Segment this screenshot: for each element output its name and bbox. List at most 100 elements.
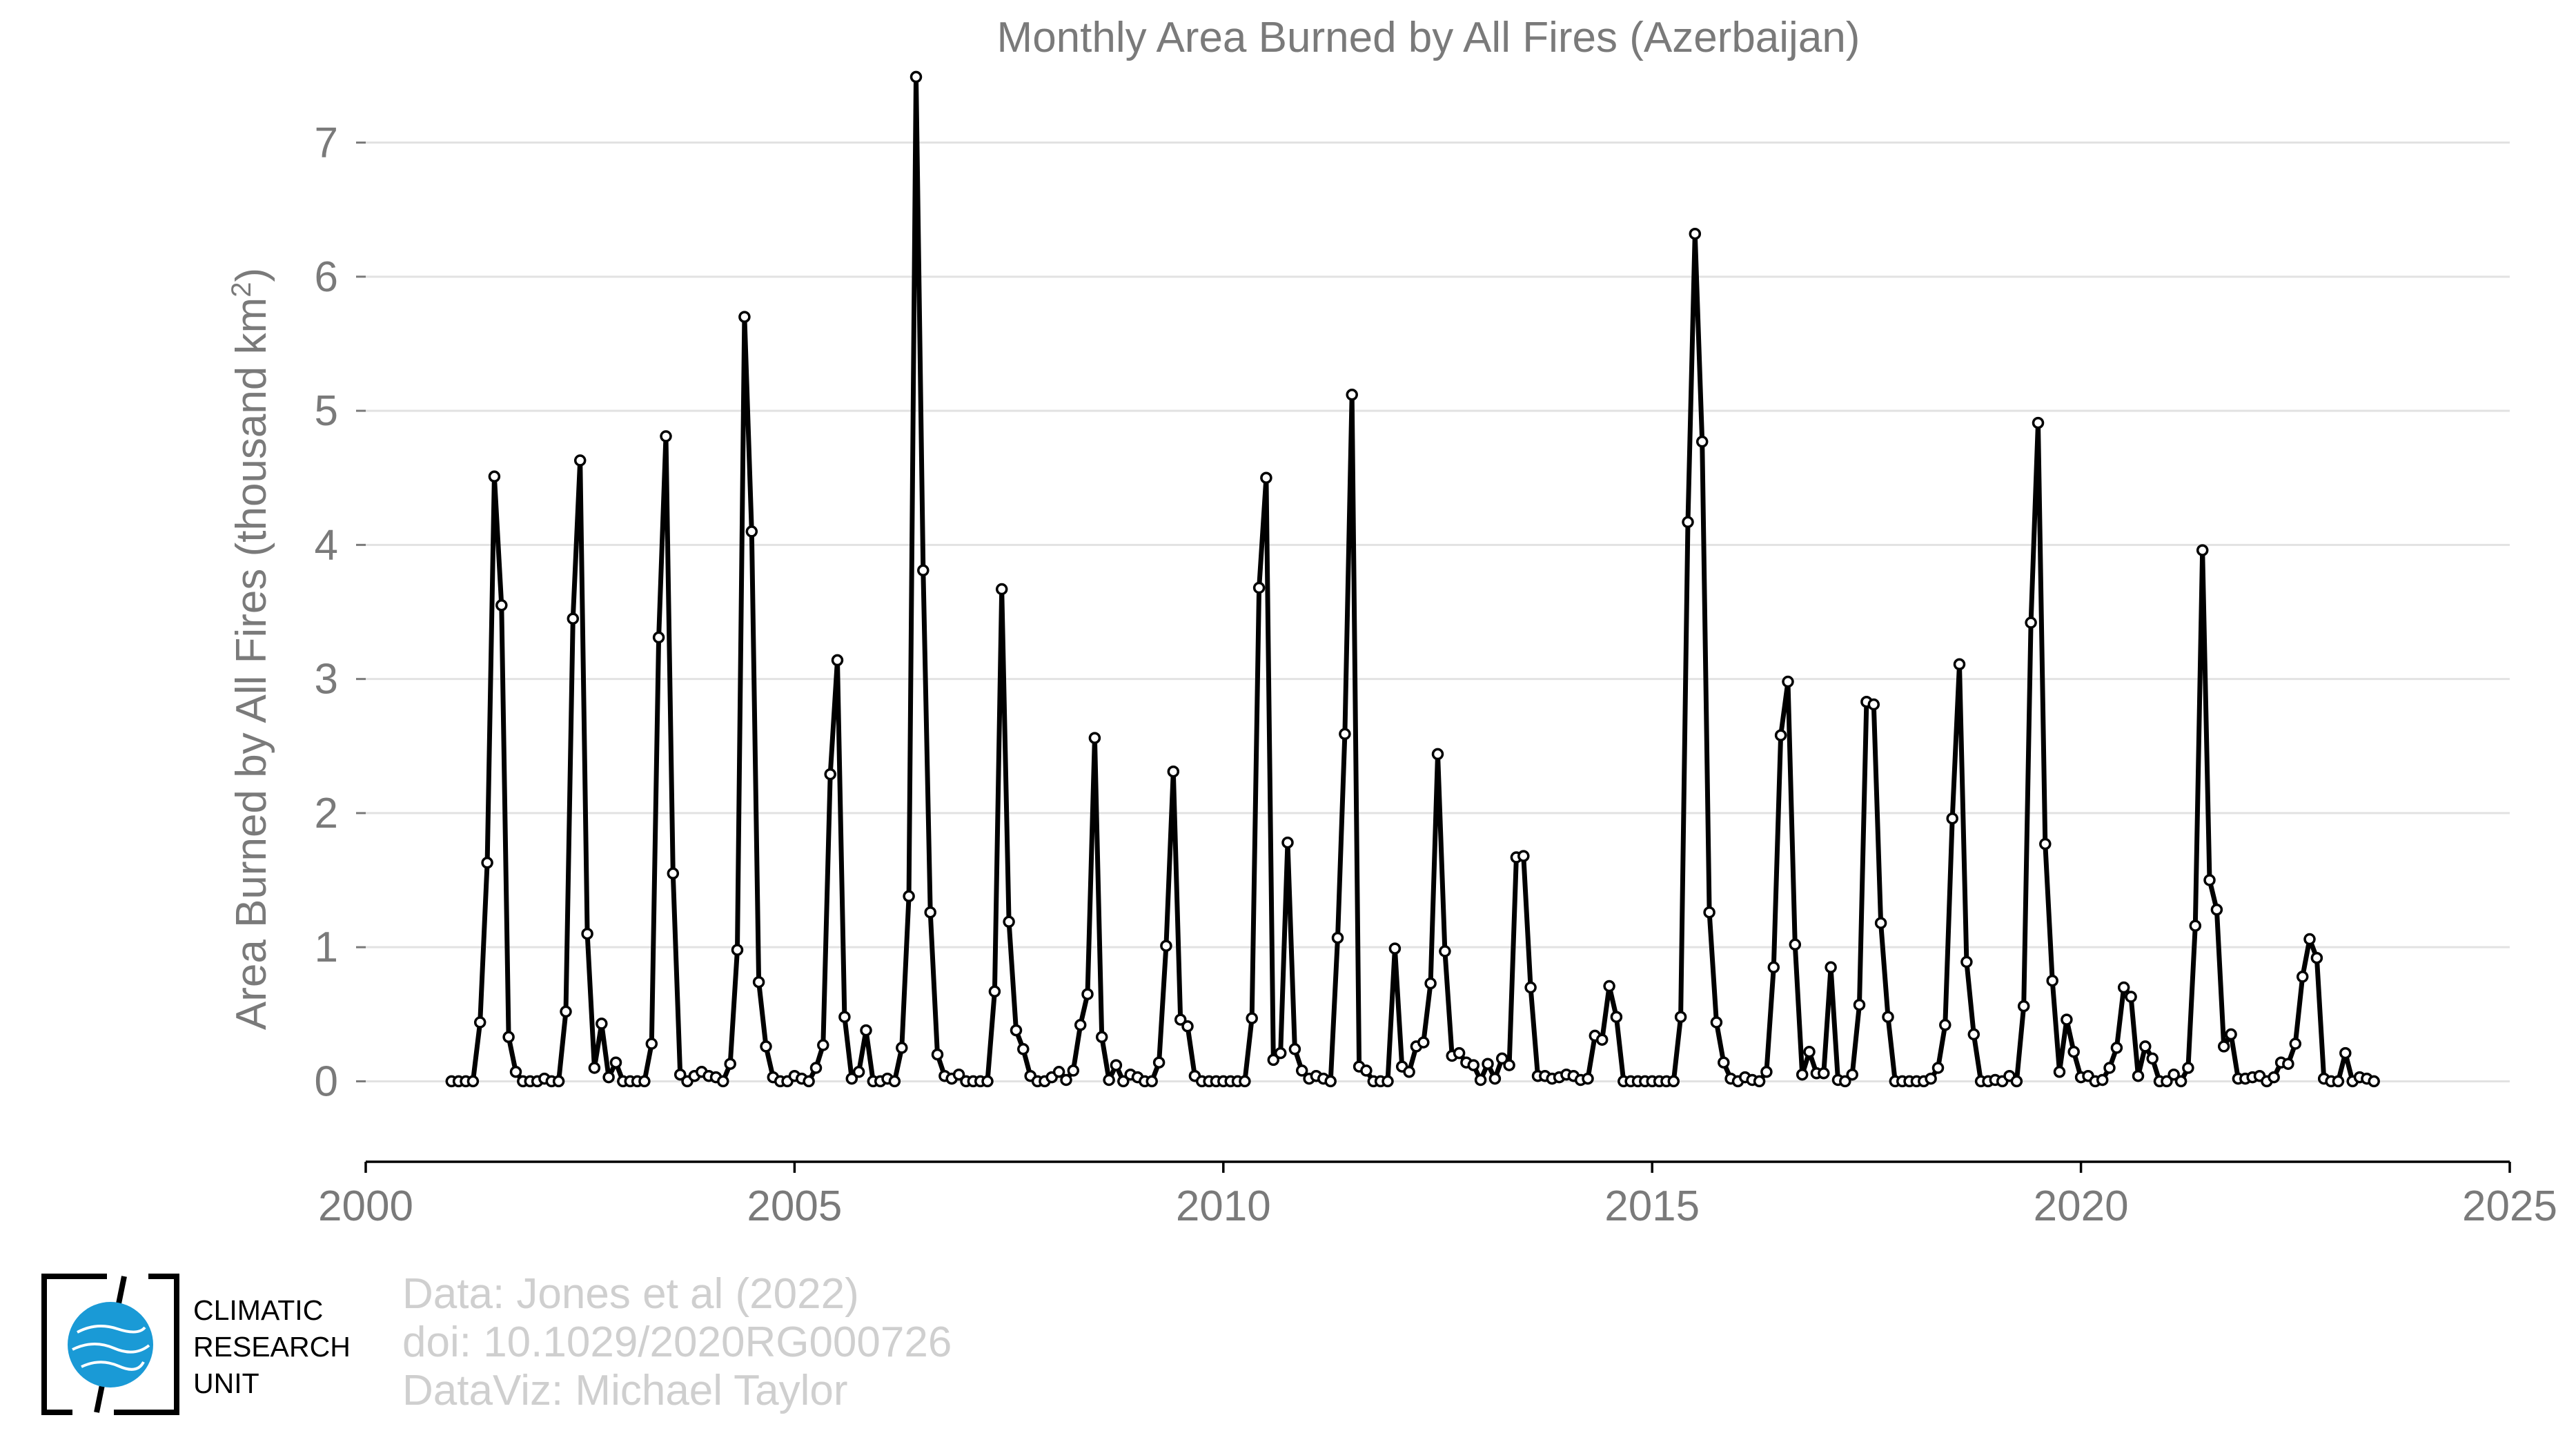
- data-point-143: [1467, 1059, 1480, 1071]
- data-point-242: [2174, 1075, 2187, 1088]
- data-point-99: [1152, 1056, 1166, 1069]
- y-axis-label-end: ): [228, 268, 275, 282]
- data-point-163: [1610, 1011, 1623, 1023]
- data-point-86: [1060, 1073, 1072, 1087]
- logo-text-line-2: RESEARCH: [193, 1331, 351, 1363]
- data-point-212: [1960, 955, 1973, 968]
- data-point-243: [2182, 1062, 2194, 1074]
- data-point-58: [860, 1024, 872, 1037]
- data-point-260: [2303, 933, 2316, 946]
- data-point-63: [896, 1042, 908, 1054]
- data-point-114: [1260, 471, 1272, 484]
- data-point-221: [2025, 616, 2037, 629]
- data-point-232: [2103, 1062, 2116, 1074]
- data-point-115: [1267, 1053, 1280, 1067]
- data-point-236: [2132, 1069, 2145, 1082]
- data-point-224: [2046, 974, 2058, 987]
- data-point-184: [1760, 1066, 1773, 1078]
- data-point-177: [1710, 1016, 1723, 1029]
- data-point-161: [1595, 1033, 1609, 1046]
- credit-dataviz: DataViz: Michael Taylor: [402, 1367, 848, 1414]
- data-point-64: [903, 890, 915, 903]
- data-point-265: [2339, 1046, 2352, 1060]
- data-point-241: [2167, 1068, 2180, 1081]
- data-point-65: [910, 70, 923, 84]
- data-point-220: [2017, 1000, 2030, 1013]
- y-tick-label-4: 4: [315, 521, 338, 569]
- data-point-101: [1167, 765, 1180, 778]
- data-point-192: [1818, 1067, 1830, 1080]
- data-point-118: [1288, 1043, 1301, 1055]
- data-point-248: [2217, 1040, 2230, 1053]
- data-point-185: [1767, 961, 1780, 974]
- data-point-6: [488, 470, 501, 483]
- data-point-258: [2289, 1038, 2302, 1050]
- data-point-68: [931, 1048, 944, 1061]
- data-point-187: [1782, 675, 1794, 688]
- data-point-55: [838, 1011, 851, 1023]
- data-point-57: [852, 1066, 865, 1078]
- data-point-145: [1482, 1058, 1494, 1070]
- series-line-0: [451, 74, 2375, 1084]
- data-point-77: [995, 583, 1008, 596]
- data-point-147: [1495, 1052, 1508, 1065]
- data-point-197: [1853, 998, 1866, 1011]
- data-point-100: [1160, 939, 1172, 952]
- y-tick-label-0: 0: [315, 1058, 338, 1105]
- data-point-172: [1674, 1011, 1687, 1023]
- cru-logo-text: CLIMATIC RESEARCH UNIT: [193, 1292, 351, 1402]
- data-point-53: [824, 768, 836, 781]
- data-point-199: [1867, 698, 1880, 711]
- data-point-171: [1667, 1075, 1680, 1088]
- data-point-244: [2189, 919, 2202, 932]
- data-point-15: [552, 1075, 565, 1088]
- data-point-76: [988, 985, 1001, 998]
- data-point-30: [660, 430, 672, 442]
- data-point-18: [573, 454, 587, 467]
- data-point-17: [567, 612, 580, 625]
- data-point-123: [1324, 1075, 1337, 1088]
- data-point-174: [1689, 227, 1702, 240]
- data-point-40: [731, 944, 744, 956]
- data-point-116: [1274, 1046, 1287, 1060]
- series-area-burned: [445, 70, 2380, 1088]
- data-point-19: [581, 927, 593, 940]
- data-point-78: [1003, 915, 1015, 928]
- data-point-136: [1417, 1036, 1430, 1049]
- data-point-89: [1081, 988, 1094, 1000]
- grid-lines: [366, 142, 2510, 1082]
- data-point-41: [738, 311, 751, 323]
- data-point-193: [1825, 961, 1837, 974]
- data-point-51: [809, 1062, 823, 1074]
- data-point-111: [1239, 1075, 1251, 1088]
- x-axis-ticks: 2000 2005 2010 2015 2020 2025: [318, 1162, 2557, 1230]
- data-point-88: [1074, 1019, 1087, 1031]
- logo-text-line-3: UNIT: [193, 1367, 259, 1399]
- data-point-233: [2110, 1042, 2123, 1054]
- data-point-8: [502, 1031, 515, 1044]
- data-point-151: [1524, 981, 1537, 994]
- y-axis-label: Area Burned by All Fires (thousand km2): [226, 268, 275, 1030]
- data-point-71: [952, 1068, 965, 1081]
- data-point-16: [560, 1005, 572, 1018]
- data-point-141: [1453, 1046, 1466, 1060]
- data-point-117: [1281, 836, 1294, 849]
- y-tick-label-6: 6: [315, 253, 338, 301]
- data-point-98: [1146, 1075, 1158, 1088]
- data-point-22: [602, 1071, 615, 1084]
- x-tick-label-2025: 2025: [2462, 1182, 2557, 1230]
- data-point-3: [466, 1075, 480, 1088]
- data-point-79: [1010, 1024, 1023, 1037]
- data-point-238: [2146, 1052, 2159, 1065]
- data-point-44: [760, 1040, 772, 1053]
- data-point-4: [473, 1016, 486, 1029]
- data-point-20: [588, 1062, 601, 1074]
- data-point-183: [1753, 1075, 1766, 1088]
- y-axis-label-sup: 2: [226, 282, 257, 298]
- data-point-21: [596, 1017, 608, 1030]
- data-point-247: [2210, 904, 2223, 916]
- data-point-196: [1846, 1068, 1858, 1081]
- data-point-246: [2203, 874, 2216, 886]
- y-tick-label-2: 2: [315, 790, 338, 837]
- data-point-226: [2061, 1013, 2073, 1026]
